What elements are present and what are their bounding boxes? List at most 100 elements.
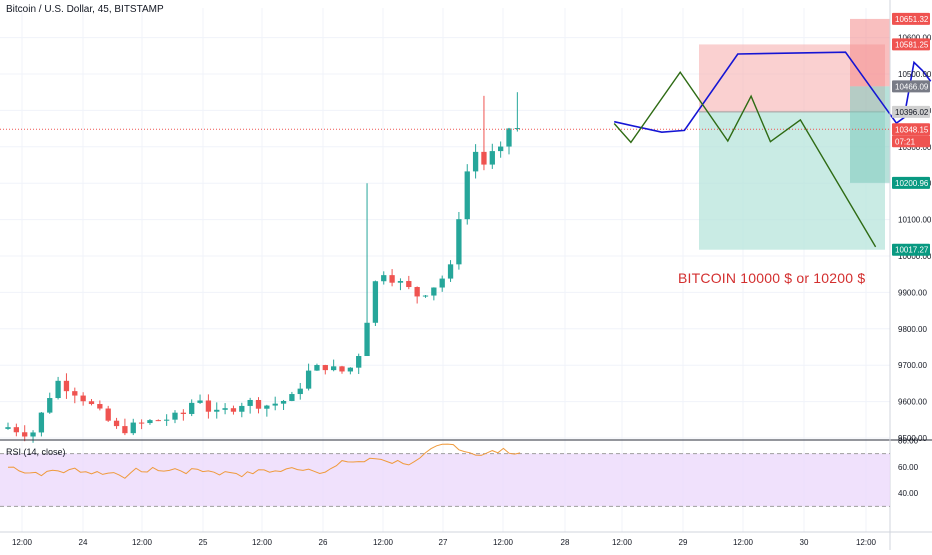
- candle: [72, 387, 78, 404]
- candle-body: [356, 356, 362, 368]
- candle: [498, 141, 504, 158]
- price-tick-label: 10000.00: [898, 252, 932, 261]
- projection-green-path: [613, 70, 877, 248]
- price-tick-label: 10100.00: [898, 216, 932, 225]
- candle: [13, 423, 19, 437]
- candle: [130, 418, 136, 436]
- candle-body: [439, 278, 445, 288]
- candle: [189, 399, 195, 417]
- candle: [364, 183, 370, 357]
- candle: [222, 403, 228, 415]
- candle: [305, 363, 312, 391]
- chart-annotation[interactable]: BITCOIN 10000 $ or 10200 $: [678, 270, 866, 286]
- candle: [514, 92, 520, 132]
- rsi-line: [7, 443, 521, 479]
- candle-body: [255, 399, 262, 409]
- price-label-bg: [892, 105, 930, 118]
- candle: [314, 363, 320, 371]
- candle-body: [314, 365, 320, 371]
- price-tick-label: 10300.00: [898, 143, 932, 152]
- candle: [439, 275, 445, 292]
- candle: [97, 400, 103, 411]
- time-tick-label: 12:00: [12, 538, 33, 547]
- rsi-tick-label: 60.00: [898, 463, 919, 472]
- candle-body: [406, 281, 412, 288]
- candle-body: [105, 408, 111, 421]
- candle: [22, 425, 28, 442]
- candle-body: [164, 419, 170, 421]
- candle: [289, 391, 295, 402]
- time-tick-label: 25: [199, 538, 208, 547]
- candle: [456, 211, 462, 270]
- candle: [447, 260, 454, 282]
- price-label[interactable]: 10651.32: [892, 12, 930, 25]
- candle: [239, 402, 245, 418]
- rsi-tick-label: 40.00: [898, 489, 919, 498]
- price-grid: [0, 8, 890, 532]
- candle: [381, 271, 387, 285]
- candle-body: [289, 394, 295, 401]
- price-label-text: 10651.32: [895, 15, 929, 24]
- candle-body: [97, 404, 103, 409]
- candle: [339, 365, 345, 374]
- candle: [397, 278, 404, 291]
- candle: [47, 392, 53, 414]
- price-label[interactable]: 07:21: [892, 135, 930, 148]
- candle: [88, 398, 95, 406]
- candle-body: [272, 403, 278, 406]
- candle: [372, 280, 379, 327]
- time-tick-label: 27: [439, 538, 448, 547]
- candle-body: [331, 366, 337, 371]
- time-tick-label: 12:00: [612, 538, 633, 547]
- price-label[interactable]: 10200.96: [892, 176, 930, 189]
- price-label[interactable]: 10348.15: [892, 123, 930, 136]
- price-label[interactable]: 10017.27: [892, 243, 930, 256]
- price-tick-label: 9900.00: [898, 288, 927, 297]
- price-label[interactable]: 10466.09: [892, 80, 930, 93]
- candle-body: [489, 151, 495, 165]
- candle: [280, 399, 287, 411]
- candle: [164, 414, 170, 426]
- price-label-text: 10200.96: [895, 179, 929, 188]
- candle-body: [422, 295, 429, 297]
- candle-body: [197, 400, 203, 403]
- rsi-band: [0, 453, 890, 507]
- candle: [63, 373, 70, 399]
- candle-body: [397, 281, 404, 283]
- candle-body: [63, 380, 70, 392]
- candle: [422, 294, 429, 298]
- candle-body: [147, 420, 153, 424]
- time-tick-label: 24: [79, 538, 88, 547]
- time-axis: 12:00 24 12:00 25 12:00 26 12:00 27 12:00 28 12:00…: [12, 538, 877, 547]
- candle-body: [247, 399, 253, 406]
- time-tick-label: 12:00: [252, 538, 273, 547]
- candle: [80, 392, 86, 406]
- candle: [347, 367, 353, 375]
- time-tick-label: 29: [679, 538, 688, 547]
- candle-body: [172, 412, 178, 420]
- candle-body: [297, 388, 303, 395]
- price-label-bg: [892, 38, 930, 51]
- time-tick-label: 30: [800, 538, 809, 547]
- candle: [55, 376, 61, 400]
- candle: [155, 419, 161, 422]
- price-label[interactable]: 10396.02: [892, 105, 930, 118]
- candle-body: [205, 400, 212, 412]
- candle: [506, 127, 512, 155]
- price-tick-label: 9500.00: [898, 434, 927, 443]
- candle: [138, 419, 145, 430]
- time-tick-label: 12:00: [856, 538, 877, 547]
- candle-body: [514, 128, 520, 130]
- candle-body: [456, 219, 462, 265]
- candle-body: [55, 380, 61, 399]
- candle: [389, 269, 395, 287]
- candle: [180, 409, 186, 421]
- candle-body: [80, 395, 86, 402]
- candle-body: [72, 391, 78, 396]
- candle: [247, 397, 253, 414]
- candle-body: [155, 420, 161, 422]
- price-label[interactable]: 10581.25: [892, 38, 930, 51]
- price-tick-label: 10600.00: [898, 34, 932, 43]
- rsi-tick-label: 80.00: [898, 436, 919, 445]
